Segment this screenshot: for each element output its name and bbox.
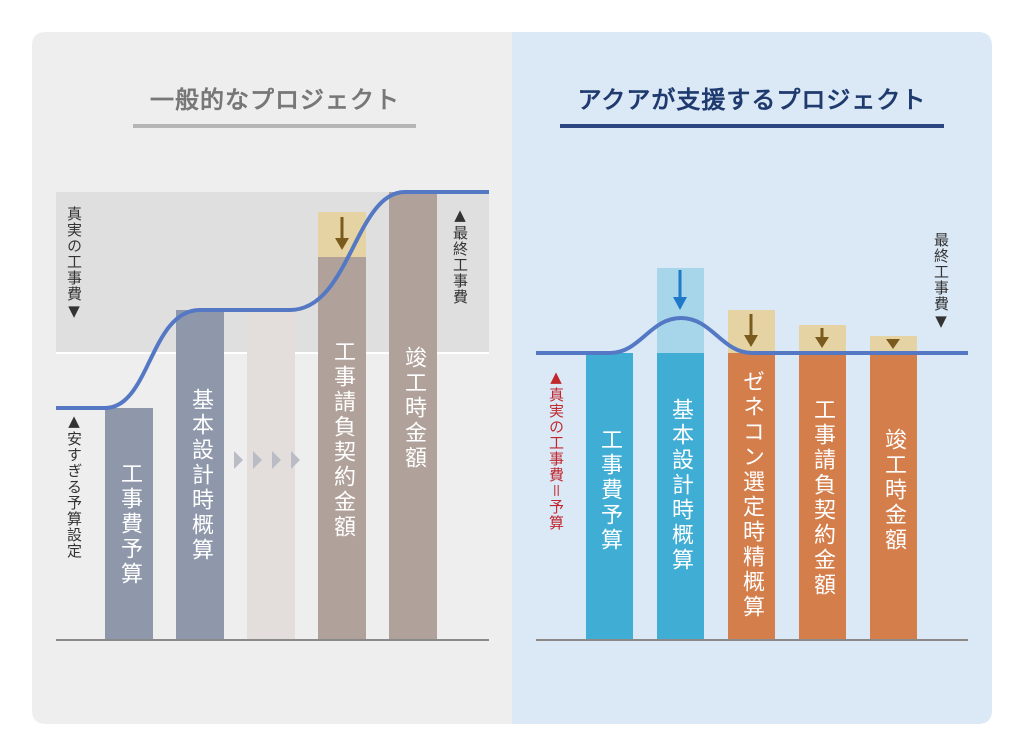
left-cost-curve (56, 190, 489, 410)
right-bar-contract (799, 353, 846, 640)
chevron-right-icon (234, 451, 243, 469)
left-chevrons (234, 451, 300, 469)
left-bar-label-basic-design: 基本設計時概算 (188, 388, 213, 563)
right-bar-label-contract: 工事請負契約金額 (810, 398, 835, 598)
right-bar-completion (870, 353, 917, 640)
right-bar-label-basic-design: 基本設計時概算 (668, 398, 693, 573)
cheap-budget-label: ▲安すぎる予算設定 (65, 412, 83, 559)
down-arrow-icon (815, 328, 829, 348)
down-arrow-icon (886, 339, 900, 349)
left-bar-basic-design (176, 310, 224, 640)
final-cost-label-left: ▲最終工事費 (451, 206, 469, 305)
down-arrow-icon (673, 270, 687, 310)
chevron-right-icon (272, 451, 281, 469)
left-bar-label-completion: 竣工時金額 (401, 346, 426, 471)
right-bar-label-completion: 竣工時金額 (881, 428, 906, 553)
right-bar-budget (586, 353, 633, 640)
right-bar-label-gc-selection: ゼネコン選定時精概算 (739, 370, 764, 620)
right-cost-curve (536, 315, 968, 355)
right-title-underline (560, 124, 944, 128)
right-panel-title: アクアが支援するプロジェクト (577, 86, 927, 114)
down-arrow-icon (335, 217, 349, 250)
final-cost-label-right: 最終工事費▼ (932, 232, 950, 331)
true-cost-budget-label: ▲真実の工事費＝予算 (547, 368, 565, 531)
left-bar-budget (105, 408, 153, 640)
left-bar-label-budget: 工事費予算 (117, 462, 142, 587)
right-bar-label-budget: 工事費予算 (597, 428, 622, 553)
right-bar-gc-selection (728, 353, 775, 640)
down-arrow-icon (744, 314, 758, 347)
left-bar-label-contract: 工事請負契約金額 (330, 340, 355, 540)
chevron-right-icon (253, 451, 262, 469)
left-bar-contract (318, 257, 366, 640)
chevron-right-icon (291, 451, 300, 469)
true-cost-label: 真実の工事費▼ (65, 206, 83, 321)
left-title-underline (133, 124, 416, 128)
right-bar-basic-design (657, 353, 704, 640)
left-bar-completion (389, 192, 437, 640)
left-bar-placeholder (247, 310, 295, 640)
left-panel-title: 一般的なプロジェクト (150, 86, 400, 114)
